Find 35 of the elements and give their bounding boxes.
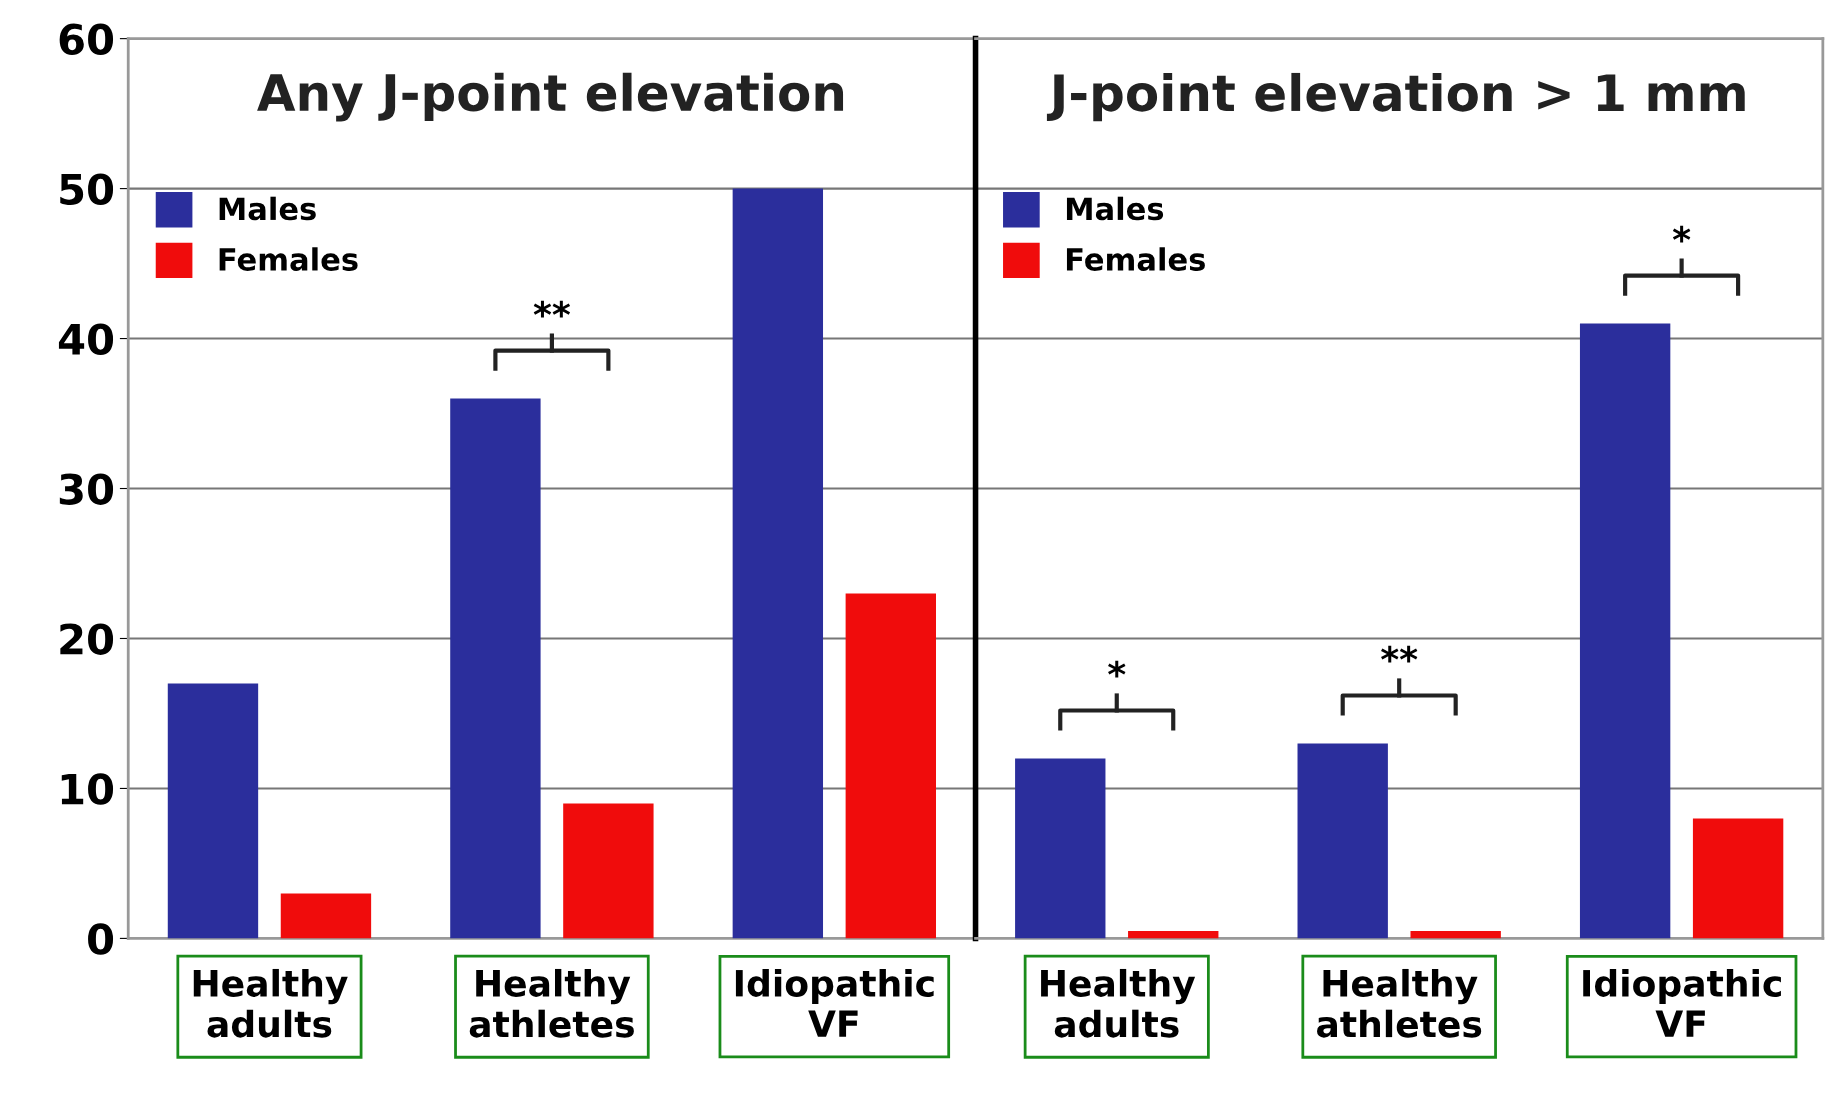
bar (1015, 758, 1106, 939)
text: J-point elevation > 1 mm (1046, 72, 1745, 122)
annotation: ** (533, 300, 571, 318)
bar (1297, 743, 1388, 939)
y-tick-label: 10 (61, 773, 114, 805)
x-tick-label: Healthy adults (193, 968, 348, 1038)
y-tick-label: 50 (60, 173, 114, 206)
bar (845, 593, 936, 939)
x-tick-label: Healthy adults (1041, 968, 1196, 1038)
legend-label: Males (1066, 196, 1164, 221)
x-tick-label: Healthy athletes (1317, 968, 1482, 1038)
legend-label: Females (1066, 247, 1205, 271)
x-tick-label: Idiopathic VF (1583, 968, 1781, 1037)
bar (450, 398, 541, 939)
legend-label: Males (219, 196, 316, 221)
bar (732, 188, 824, 939)
y-tick-label: 60 (59, 23, 114, 56)
y-tick-label: 0 (88, 923, 114, 955)
bar (1579, 323, 1671, 939)
bar (563, 803, 654, 939)
bar (1410, 930, 1501, 939)
x-tick-label: Idiopathic VF (735, 968, 934, 1037)
x-tick-label: Healthy athletes (469, 968, 634, 1038)
bar (167, 683, 259, 939)
bar (1128, 930, 1219, 939)
annotation: ** (1381, 645, 1418, 663)
annotation: * (1108, 660, 1126, 678)
y-tick-label: 30 (59, 473, 114, 505)
y-tick-label: 20 (60, 623, 114, 655)
annotation: * (1672, 225, 1691, 243)
bar (280, 893, 372, 939)
legend-label: Females (219, 247, 358, 271)
bar (1692, 818, 1784, 939)
text: Any J-point elevation (257, 72, 844, 122)
y-tick-label: 40 (58, 323, 114, 355)
